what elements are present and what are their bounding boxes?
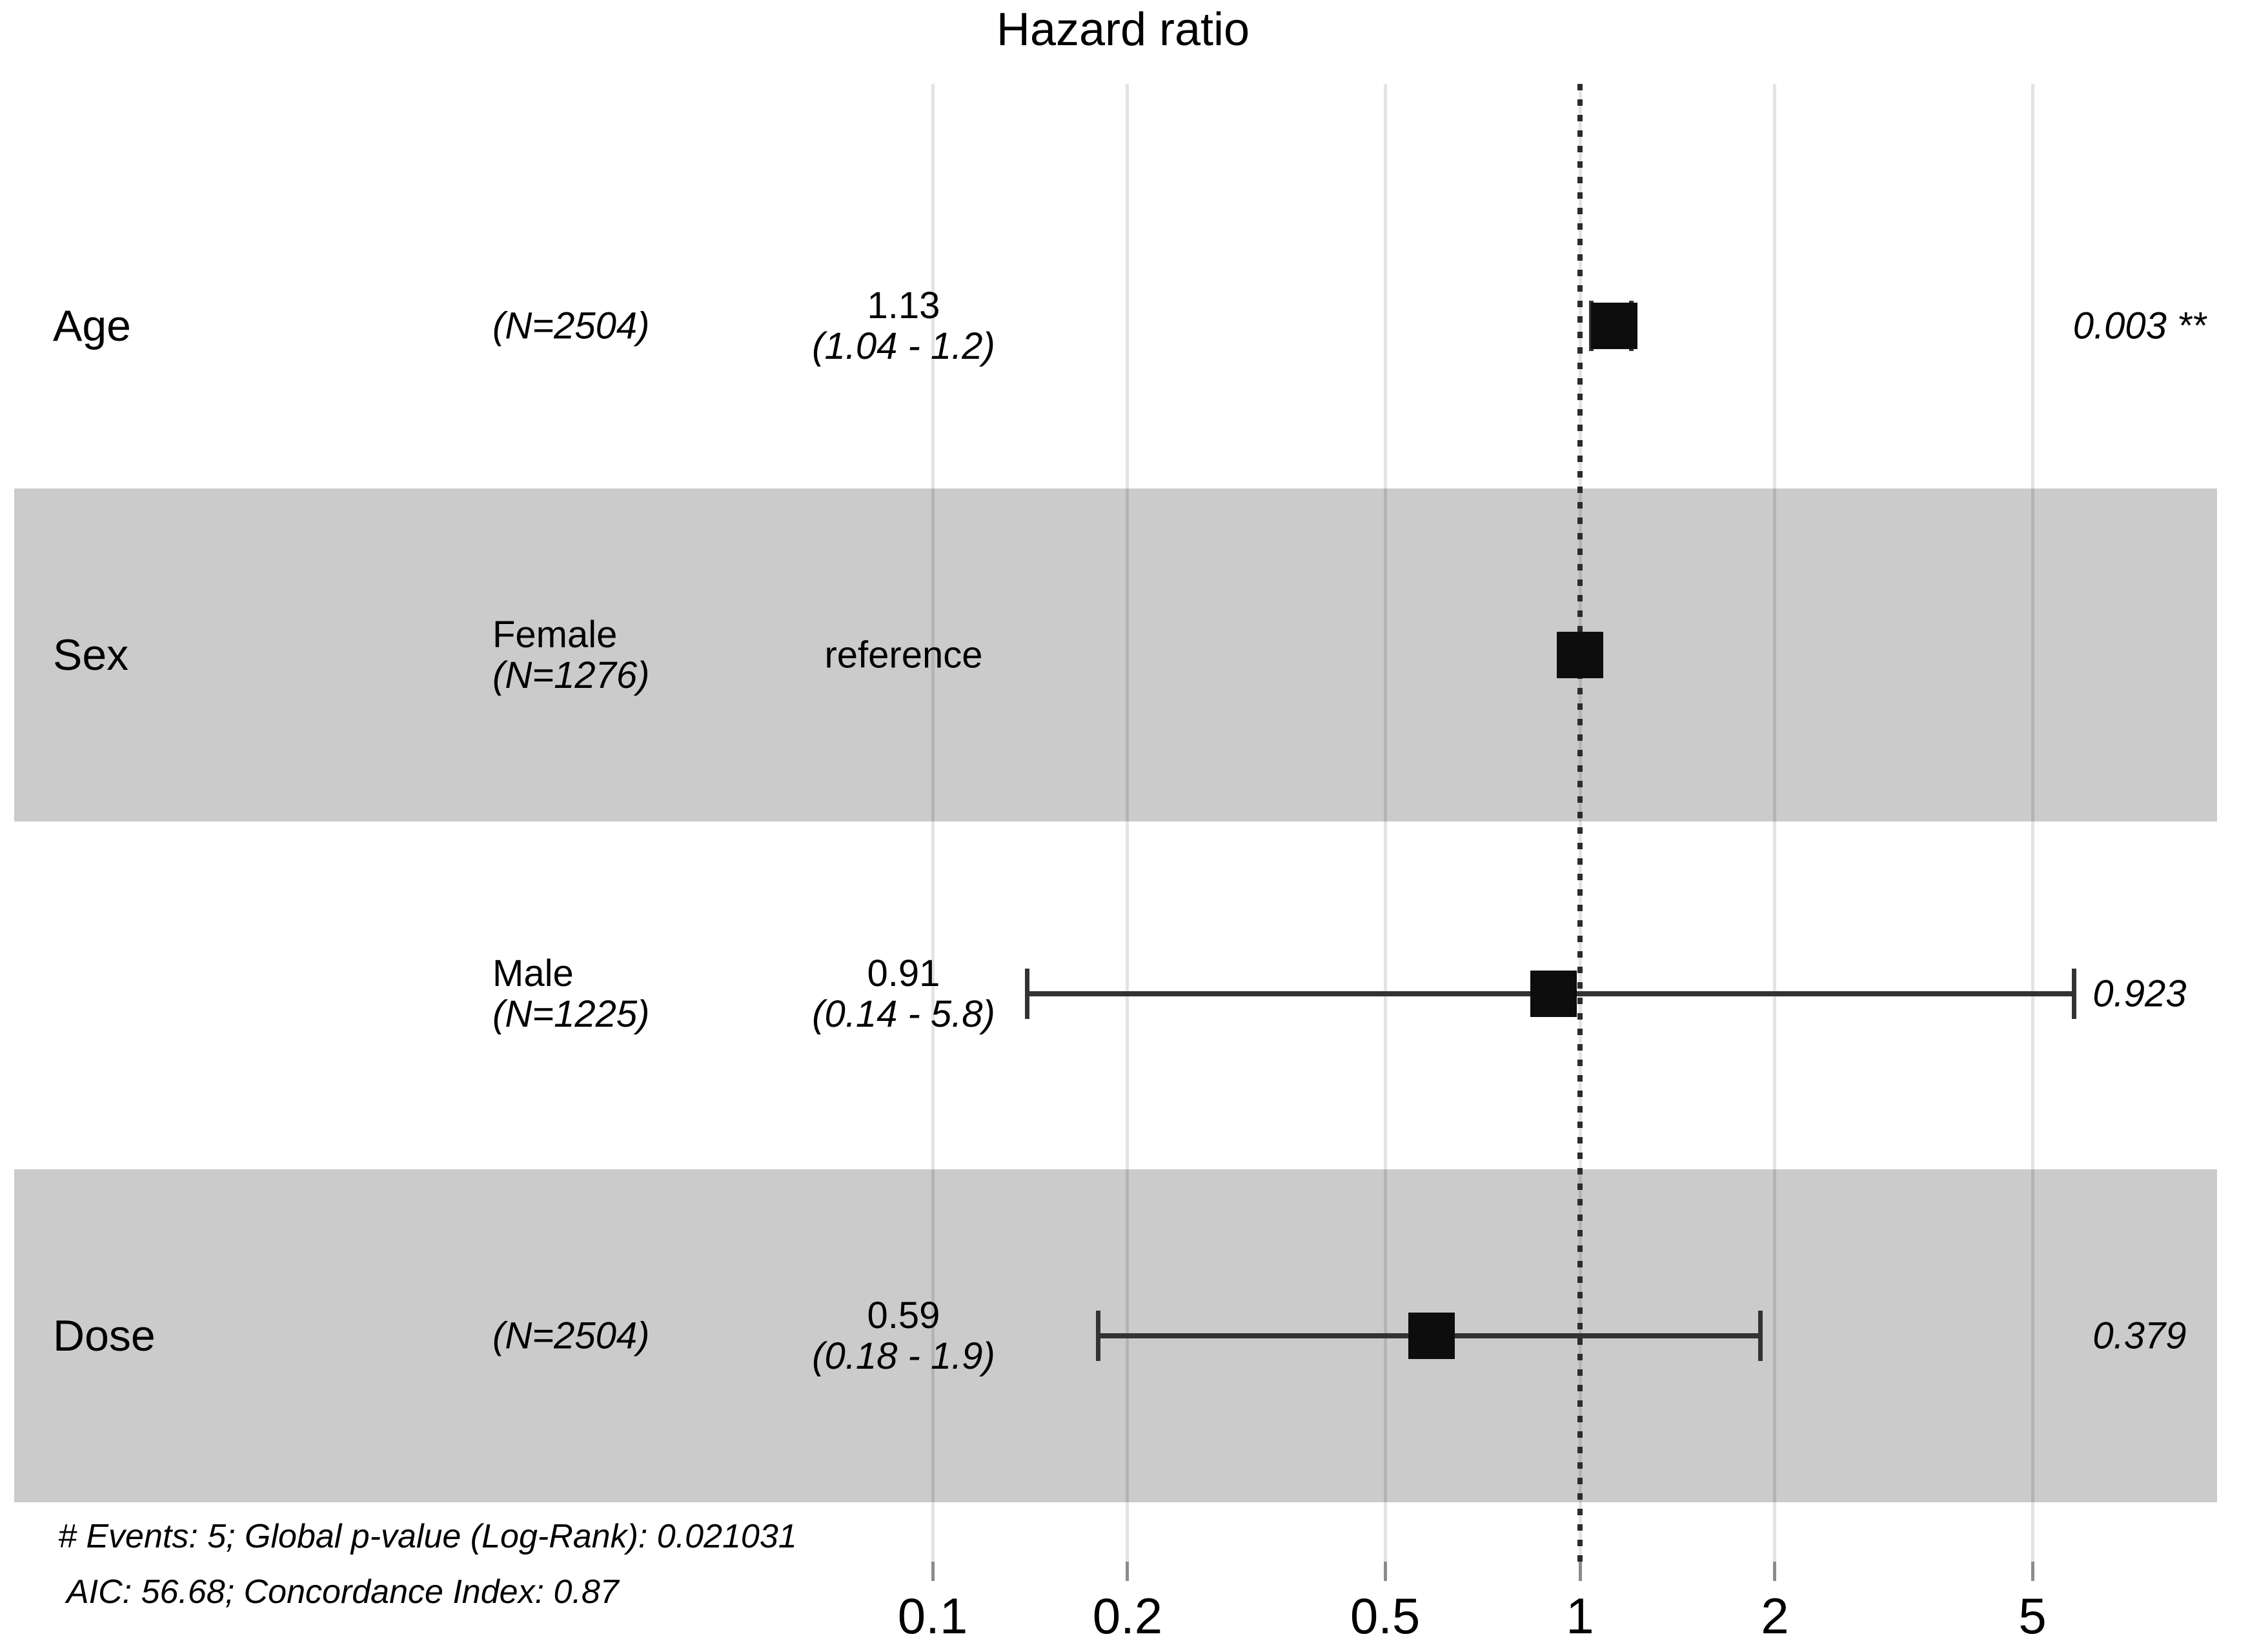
row-pvalue-label: 0.379	[2092, 1315, 2187, 1357]
ci-cap-right	[2072, 969, 2077, 1019]
row-estimate-label: 0.59 (0.18 - 1.9)	[812, 1294, 995, 1377]
axis-tick	[1773, 1562, 1777, 1581]
row-n-label: Male (N=1225)	[492, 952, 650, 1035]
chart-title: Hazard ratio	[996, 4, 1250, 55]
axis-tick-label: 5	[2018, 1587, 2047, 1644]
axis-tick	[1578, 1562, 1582, 1581]
reference-line	[1577, 84, 1583, 1562]
row-pvalue-label: 0.003 **	[2072, 305, 2207, 347]
row-variable-label: Age	[53, 301, 131, 350]
shaded-band	[14, 489, 2217, 821]
axis-tick-label: 0.2	[1092, 1587, 1163, 1644]
ci-cap-right	[1758, 1311, 1763, 1361]
vertical-gridline	[931, 84, 935, 1562]
row-n-label: (N=2504)	[492, 305, 650, 347]
row-variable-label: Dose	[53, 1311, 156, 1360]
row-estimate-label: 0.91 (0.14 - 5.8)	[812, 952, 995, 1035]
hr-marker	[1557, 632, 1603, 678]
ci-cap-left	[1095, 1311, 1100, 1361]
vertical-gridline	[1773, 84, 1777, 1562]
axis-tick	[931, 1562, 935, 1581]
footer-stats-line-1: # Events: 5; Global p-value (Log-Rank): …	[58, 1518, 797, 1555]
vertical-gridline	[1126, 84, 1130, 1562]
axis-tick	[1383, 1562, 1387, 1581]
axis-tick-label: 2	[1761, 1587, 1789, 1644]
vertical-gridline	[1383, 84, 1387, 1562]
axis-tick	[1126, 1562, 1130, 1581]
row-n-label: (N=2504)	[492, 1315, 650, 1357]
axis-tick	[2031, 1562, 2034, 1581]
row-n-label: Female (N=1276)	[492, 614, 650, 696]
hr-marker	[1530, 971, 1577, 1017]
row-estimate-label: reference	[824, 634, 983, 676]
plot-panel	[14, 84, 2217, 1562]
hr-marker	[1408, 1313, 1455, 1359]
row-pvalue-label: 0.923	[2092, 972, 2187, 1015]
row-variable-label: Sex	[53, 630, 129, 680]
vertical-gridline	[2031, 84, 2034, 1562]
axis-tick-label: 1	[1566, 1587, 1594, 1644]
ci-cap-left	[1588, 301, 1594, 351]
axis-tick-label: 0.1	[897, 1587, 968, 1644]
row-estimate-label: 1.13 (1.04 - 1.2)	[812, 285, 995, 367]
ci-cap-left	[1025, 969, 1030, 1019]
axis-tick-label: 0.5	[1350, 1587, 1421, 1644]
hr-marker	[1591, 303, 1638, 349]
footer-stats-line-2: AIC: 56.68; Concordance Index: 0.87	[66, 1573, 619, 1611]
